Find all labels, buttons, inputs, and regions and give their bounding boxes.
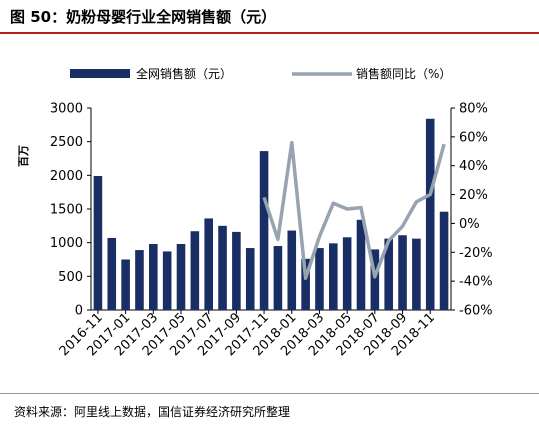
figure-title: 图 50：奶粉母婴行业全网销售额（元） bbox=[10, 8, 277, 26]
right-tick-label: 80% bbox=[459, 102, 488, 117]
bar bbox=[259, 151, 269, 310]
right-tick-label: 0% bbox=[459, 217, 480, 232]
bar bbox=[384, 238, 393, 310]
bar bbox=[204, 218, 213, 310]
right-tick-label: 20% bbox=[459, 188, 488, 203]
bar bbox=[301, 258, 310, 310]
bar bbox=[273, 246, 283, 310]
bar bbox=[190, 231, 200, 310]
bar bbox=[425, 118, 435, 310]
sales-chart: 全网销售额（元） 销售额同比（%） 0 500 1000 1500 2000 2500 3000… bbox=[17, 66, 493, 359]
bar bbox=[93, 176, 103, 310]
right-tick-label: 40% bbox=[459, 159, 488, 174]
left-tick-label: 1000 bbox=[50, 236, 83, 251]
bar bbox=[342, 237, 352, 310]
right-tick-label: -40% bbox=[459, 275, 493, 290]
legend-label-yoy: 销售额同比（%） bbox=[356, 66, 451, 81]
bar bbox=[135, 250, 144, 310]
left-tick-label: 0 bbox=[75, 304, 83, 319]
bar bbox=[398, 235, 407, 310]
bar bbox=[439, 211, 449, 310]
bar bbox=[412, 238, 421, 310]
footer-divider bbox=[0, 393, 539, 394]
bar bbox=[176, 244, 186, 310]
bar bbox=[149, 244, 158, 310]
bar bbox=[107, 237, 117, 310]
bar bbox=[287, 230, 297, 310]
title-bar: 图 50：奶粉母婴行业全网销售额（元） bbox=[0, 0, 539, 34]
bar bbox=[232, 231, 241, 310]
legend-bar-swatch bbox=[70, 69, 130, 78]
left-tick-label: 2500 bbox=[50, 135, 83, 150]
bar bbox=[121, 259, 130, 310]
right-tick-label: -20% bbox=[459, 246, 493, 261]
source-note: 资料来源：阿里线上数据，国信证券经济研究所整理 bbox=[14, 405, 291, 419]
left-tick-label: 2000 bbox=[50, 169, 83, 184]
yoy-line bbox=[262, 140, 446, 281]
right-tick-label: -60% bbox=[459, 304, 493, 319]
bar bbox=[329, 243, 338, 310]
right-tick-label: 60% bbox=[459, 130, 488, 145]
bar bbox=[162, 251, 172, 310]
bar bbox=[218, 225, 227, 310]
legend-label-sales: 全网销售额（元） bbox=[136, 66, 232, 81]
bar bbox=[315, 248, 324, 310]
left-tick-label: 500 bbox=[58, 270, 83, 285]
left-tick-label: 3000 bbox=[50, 102, 83, 117]
y-axis-unit-label: 百万 bbox=[17, 145, 30, 167]
bar bbox=[356, 219, 366, 310]
bar bbox=[370, 249, 380, 310]
left-tick-label: 1500 bbox=[50, 203, 83, 218]
bar bbox=[245, 248, 255, 310]
